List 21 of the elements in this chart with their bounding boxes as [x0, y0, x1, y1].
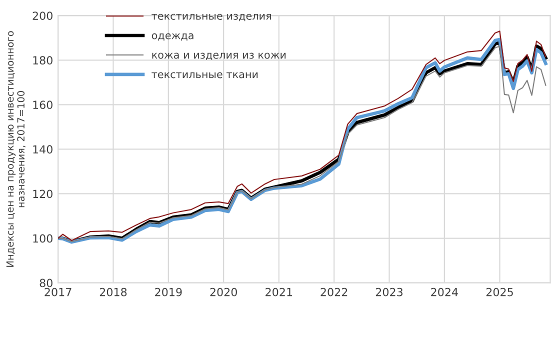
- x-tick-label: 2022: [320, 288, 348, 296]
- x-tick-label: 2024: [431, 288, 458, 296]
- y-tick-label: 140: [33, 145, 52, 154]
- y-tick-label: 100: [33, 234, 52, 243]
- legend-label: кожа и изделия из кожи: [152, 52, 286, 60]
- y-tick-label: 120: [33, 190, 52, 198]
- x-tick-label: 2023: [376, 288, 402, 296]
- legend-label: текстильные ткани: [152, 72, 258, 78]
- legend-label: одежда: [152, 33, 194, 41]
- x-tick-label: 2019: [155, 288, 182, 296]
- y-tick-label: 200: [32, 12, 52, 20]
- x-tick-label: 2017: [44, 288, 72, 296]
- x-tick-label: 2018: [100, 288, 127, 296]
- x-tick-label: 2021: [266, 288, 292, 296]
- x-tick-label: 2020: [210, 288, 237, 296]
- y-tick-label: 180: [33, 56, 52, 65]
- y-axis-title: Индексы цен на продукцию инвестиционного назначения, 2017=100: [6, 31, 26, 267]
- legend-label: текстильные изделия: [152, 14, 271, 22]
- y-tick-label: 80: [40, 278, 52, 288]
- y-tick-label: 160: [33, 100, 52, 110]
- x-tick-label: 2025: [486, 288, 513, 296]
